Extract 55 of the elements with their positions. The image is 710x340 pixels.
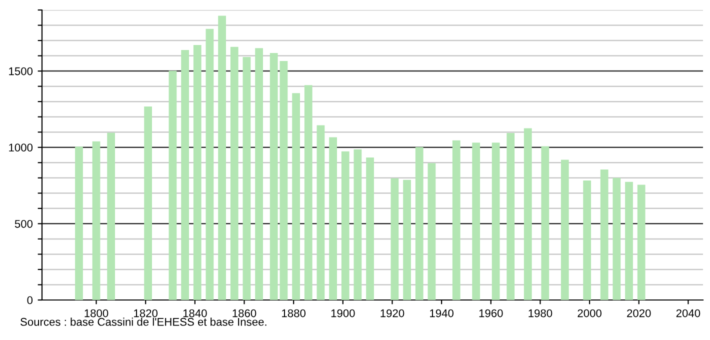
- x-tick-label: 2020: [627, 309, 651, 318]
- bar: [280, 60, 288, 300]
- bar: [492, 142, 500, 300]
- bar: [92, 141, 100, 300]
- bar: [329, 137, 337, 300]
- bar: [193, 44, 202, 300]
- bar: [242, 57, 251, 300]
- x-tick-label: 1900: [331, 309, 355, 318]
- bar: [637, 184, 646, 300]
- bar: [625, 182, 633, 300]
- bar: [218, 16, 226, 300]
- bar: [316, 125, 325, 300]
- bar: [452, 140, 460, 300]
- bar: [472, 142, 480, 300]
- bar: [304, 85, 312, 300]
- bar: [506, 133, 515, 300]
- y-tick-label: 1500: [9, 67, 33, 76]
- bar: [524, 128, 532, 300]
- bar: [428, 163, 436, 300]
- x-tick-label: 1980: [528, 309, 552, 318]
- bar: [390, 178, 399, 300]
- x-tick-label: 1800: [84, 309, 108, 318]
- bar: [403, 180, 411, 300]
- y-tick-label: 0: [27, 296, 33, 304]
- x-tick-label: 1880: [282, 309, 306, 318]
- bar: [75, 146, 83, 300]
- bar: [107, 132, 116, 300]
- bar: [354, 149, 362, 300]
- bar: [206, 28, 214, 300]
- x-tick-label: 2000: [578, 309, 602, 318]
- bar: [583, 180, 592, 300]
- bar: [292, 93, 300, 300]
- y-tick-label: 1000: [9, 144, 33, 152]
- bar: [560, 160, 569, 300]
- bar: [541, 146, 550, 300]
- x-tick-label: 1840: [183, 309, 207, 318]
- bar: [366, 157, 374, 300]
- bar: [144, 106, 152, 300]
- bar: [255, 48, 263, 300]
- x-tick-label: 1920: [380, 309, 404, 318]
- bar: [168, 70, 177, 300]
- x-tick-label: 1820: [134, 309, 158, 318]
- bar: [181, 50, 189, 300]
- bar: [415, 147, 424, 300]
- x-tick-label: 1940: [430, 309, 454, 318]
- bar: [270, 53, 278, 300]
- bar: [612, 178, 621, 300]
- bar: [600, 170, 608, 300]
- x-tick-label: 2040: [676, 309, 700, 318]
- source-note: Sources : base Cassini de l'EHESS et base Insee.: [20, 318, 266, 326]
- y-tick-label: 500: [14, 220, 33, 228]
- x-tick-label: 1960: [479, 309, 503, 318]
- bar: [230, 46, 238, 300]
- bar: [341, 151, 350, 300]
- x-tick-label: 1860: [232, 309, 256, 318]
